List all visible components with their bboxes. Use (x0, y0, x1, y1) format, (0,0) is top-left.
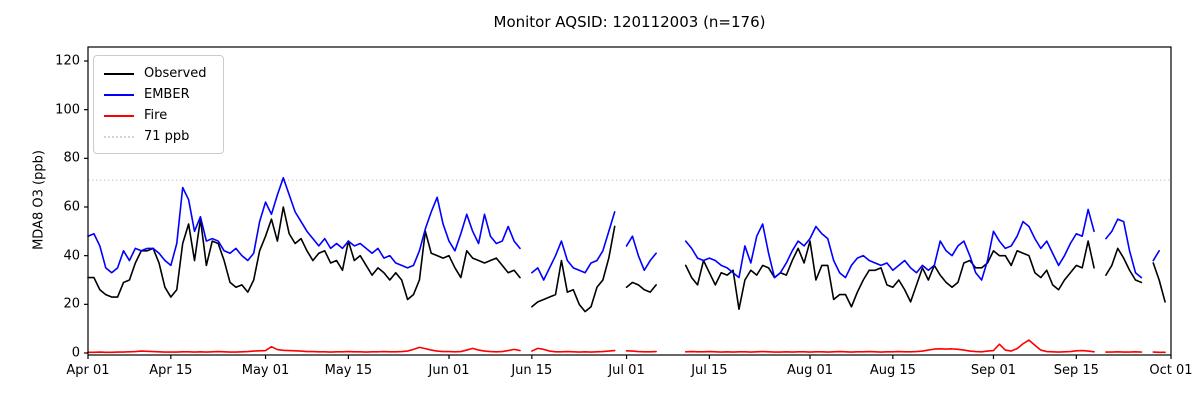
y-tick-label: 40 (63, 248, 80, 264)
x-tick-label: Aug 15 (869, 363, 916, 378)
x-tick-label: Jul 01 (608, 363, 645, 378)
y-axis-label-text: MDA8 O3 (ppb) (31, 150, 47, 250)
x-tick-label: May 15 (324, 363, 373, 378)
y-tick-label: 100 (55, 102, 80, 118)
x-tick-label: Jun 15 (511, 363, 553, 378)
y-tick-label: 60 (63, 199, 80, 215)
legend: Observed EMBER Fire 71 ppb (93, 55, 224, 154)
x-tick-label: Sep 15 (1053, 363, 1099, 378)
x-tick-label: Apr 15 (149, 363, 193, 378)
observed-line (87, 206, 1166, 313)
x-tick-label: Jul 15 (691, 363, 728, 378)
x-tick-label: Jun 01 (428, 363, 470, 378)
plot-frame (87, 46, 1172, 356)
y-tick-label: 80 (63, 150, 80, 166)
threshold-line-swatch (104, 135, 134, 138)
x-tick-label: Oct 01 (1149, 363, 1193, 378)
legend-item-observed: Observed (104, 63, 213, 84)
legend-item-ember: EMBER (104, 84, 213, 105)
x-tick-label: Aug 01 (786, 363, 834, 378)
ember-line-swatch (104, 93, 134, 96)
ember-line (87, 177, 1160, 281)
chart-title: Monitor AQSID: 120112003 (n=176) (493, 13, 766, 31)
fire-line (87, 339, 1166, 354)
legend-item-fire: Fire (104, 105, 213, 126)
x-tick-label: Sep 01 (970, 363, 1017, 378)
x-tick-label: May 01 (241, 363, 290, 378)
y-tick-label: 20 (63, 296, 80, 312)
legend-item-threshold: 71 ppb (104, 126, 213, 147)
legend-label-threshold: 71 ppb (144, 129, 190, 144)
legend-label-ember: EMBER (144, 87, 190, 102)
observed-line-swatch (104, 72, 134, 75)
x-tick-label: Apr 01 (66, 363, 110, 378)
fire-line-swatch (104, 114, 134, 117)
legend-label-fire: Fire (144, 108, 168, 123)
y-tick-label: 0 (71, 345, 80, 361)
legend-label-observed: Observed (144, 66, 207, 81)
y-tick-label: 120 (55, 53, 80, 69)
